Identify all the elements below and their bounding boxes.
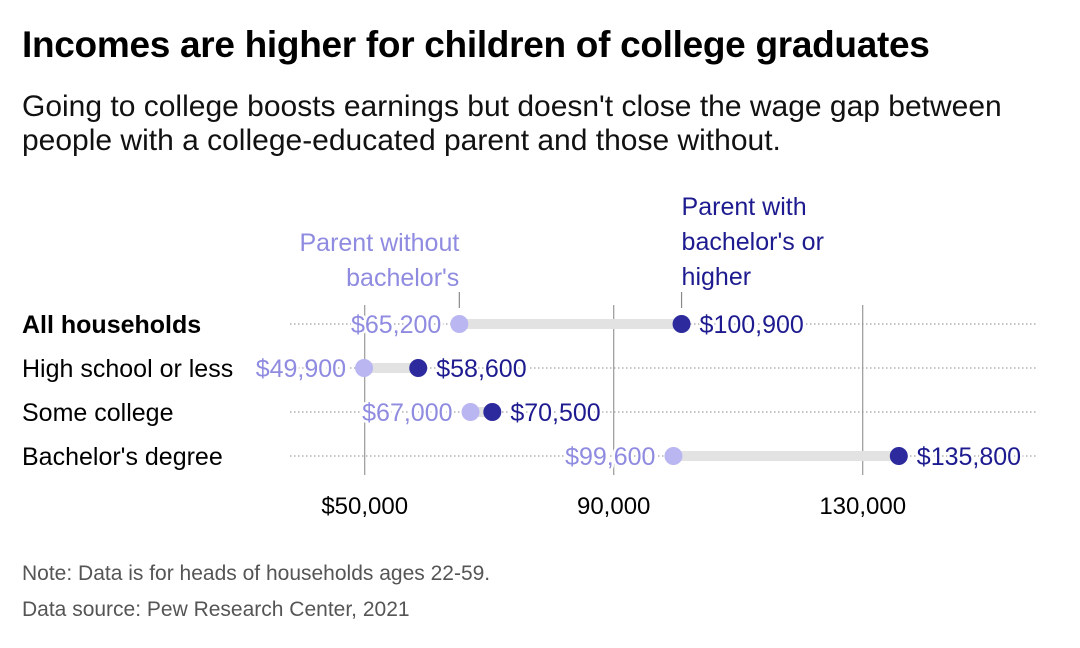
series-label-with: Parent with bachelor's or higher [682, 193, 824, 291]
value-label-with-1: $58,600 [436, 355, 526, 383]
category-label-1: High school or less [22, 355, 233, 383]
value-label-without-3: $99,600 [565, 443, 655, 471]
x-tick-label-0: $50,000 [321, 493, 408, 520]
dot-with-1 [409, 359, 428, 377]
x-tick-label-2: 130,000 [819, 493, 906, 520]
data-source: Data source: Pew Research Center, 2021 [22, 598, 410, 621]
value-label-without-0: $65,200 [351, 311, 441, 339]
x-axis: $50,000 90,000 130,000 [321, 493, 906, 520]
series-label-without-line-1: bachelor's [346, 264, 459, 292]
chart-title: Incomes are higher for children of colle… [22, 24, 930, 65]
dot-without-1 [355, 359, 374, 377]
dot-without-3 [664, 447, 683, 465]
chart-subtitle: Going to college boosts earnings but doe… [22, 90, 1002, 157]
series-annotations: Parent without bachelor's Parent with bache… [299, 193, 824, 308]
chart-rows: All households $65,200 $100,900 High school… [22, 309, 1037, 474]
category-label-0: All households [22, 311, 201, 339]
value-label-with-0: $100,900 [700, 311, 804, 339]
series-label-without: Parent without bachelor's [299, 229, 459, 292]
value-label-with-2: $70,500 [510, 399, 600, 427]
category-label-3: Bachelor's degree [22, 443, 223, 471]
chart-note: Note: Data is for heads of households ag… [22, 562, 491, 585]
dot-with-0 [672, 315, 691, 333]
series-label-with-line-0: Parent with [682, 193, 807, 221]
dot-without-0 [450, 315, 469, 333]
category-label-2: Some college [22, 399, 173, 427]
gridlines [364, 305, 864, 475]
series-label-without-line-0: Parent without [299, 229, 459, 257]
x-tick-label-1: 90,000 [577, 493, 650, 520]
dot-with-3 [889, 447, 908, 465]
dot-without-2 [461, 403, 480, 421]
value-label-without-2: $67,000 [362, 399, 452, 427]
value-label-without-1: $49,900 [256, 355, 346, 383]
value-label-with-3: $135,800 [917, 443, 1021, 471]
series-label-with-line-2: higher [682, 263, 752, 291]
dot-with-2 [483, 403, 502, 421]
series-label-with-line-1: bachelor's or [682, 228, 824, 256]
